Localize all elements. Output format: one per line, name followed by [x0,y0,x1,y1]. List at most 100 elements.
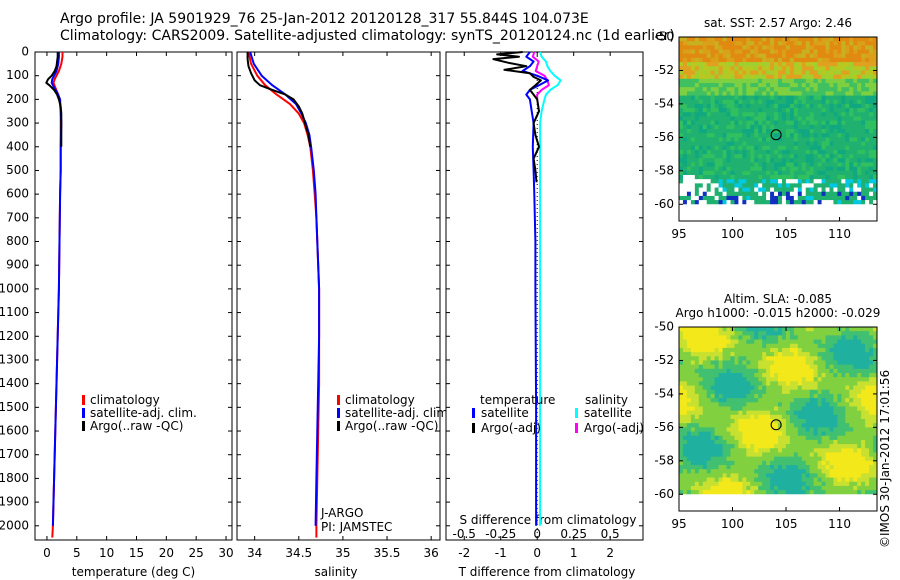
map-cell [797,423,803,428]
map-cell [742,141,747,147]
map-cell [690,87,696,92]
map-cell [698,473,704,478]
map-cell [809,431,815,437]
map-cell [742,477,747,483]
map-cell [801,99,807,105]
map-cell [682,95,688,101]
map-cell [710,70,716,76]
map-cell [789,343,795,349]
map-cell [702,45,708,50]
map-cell [837,339,842,345]
map-cell [801,444,807,449]
map-cell [865,187,870,193]
map-cell [726,112,731,117]
map-cell [718,377,723,382]
map-cell [865,41,870,46]
map-cell [809,162,815,168]
map-cell [686,99,692,105]
map-cell [841,158,846,163]
map-cell [813,175,818,180]
map-cell [853,57,858,63]
map-cell [698,477,704,483]
map-cell [718,45,723,50]
map-cell [829,398,834,403]
map-cell [809,183,815,188]
map-cell [821,460,826,466]
map-cell [861,37,866,42]
map-cell [758,103,763,109]
map-cell [754,133,759,138]
map-cell [726,154,731,159]
map-cell [754,129,759,134]
map-cell [873,45,878,50]
map-cell [869,78,874,84]
map-cell [857,45,862,50]
map-cell [738,389,743,395]
map-cell [730,141,735,147]
map-cell [686,108,692,113]
map-cell [813,124,818,130]
map-cell [718,83,723,88]
map-cell [857,95,862,101]
map-cell [849,45,854,50]
map-cell [734,414,739,420]
map-cell [710,124,716,130]
map-cell [754,335,759,340]
map-cell [758,490,763,495]
map-cell [734,133,739,138]
y-tick-label: 100 [6,68,29,82]
map-cell [682,356,688,361]
map-cell [702,423,708,428]
map-cell [869,83,874,88]
map-cell [730,62,735,67]
map-cell [734,381,739,386]
map-cell [845,183,850,188]
map-cell [706,360,712,366]
map-cell [829,385,834,391]
map-cell [841,456,846,462]
map-cell [841,469,846,474]
map-cell [726,91,731,96]
map-cell [750,414,755,420]
map-cell [873,347,878,353]
map-cell [706,162,712,168]
map-cell [801,37,807,42]
map-cell [837,200,842,205]
map-cell [710,195,716,201]
map-cell [797,398,803,403]
map-cell [734,74,739,80]
map-cell [821,398,826,403]
map-cell [730,393,735,399]
map-cell [762,187,767,193]
map-cell [829,116,834,122]
map-cell [865,200,870,205]
map-cell [734,343,739,349]
map-cell [829,57,834,63]
map-cell [694,368,700,374]
map-cell [679,465,684,470]
map-cell [821,41,826,46]
map-cell [730,120,735,126]
map-cell [734,162,739,168]
map-cell [734,368,739,374]
map-cell [706,108,712,113]
map-cell [774,423,779,428]
map-cell [869,490,874,495]
map-cell [702,473,708,478]
map-cell [766,175,771,180]
map-cell [778,381,783,386]
map-cell [829,402,834,407]
map-cell [821,45,826,50]
map-cell [781,377,787,382]
map-cell [698,112,704,117]
map-cell [774,347,779,353]
map-cell [797,485,803,491]
map-cell [837,87,842,92]
map-cell [722,187,727,193]
map-cell [750,473,755,478]
map-cell [706,78,712,84]
map-cell [758,398,763,403]
map-cell [849,343,854,349]
map-cell [833,377,838,382]
legend-label: satellite-adj. clim. [90,406,197,420]
